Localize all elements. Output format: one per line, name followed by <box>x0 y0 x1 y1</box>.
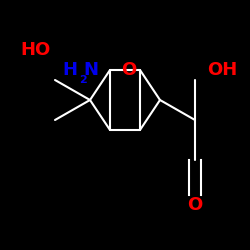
Text: N: N <box>84 61 99 79</box>
Text: HO: HO <box>20 41 50 59</box>
Text: OH: OH <box>208 61 238 79</box>
Text: 2: 2 <box>79 75 86 85</box>
Text: O: O <box>121 61 136 79</box>
Text: O: O <box>188 196 202 214</box>
Text: H: H <box>62 61 78 79</box>
